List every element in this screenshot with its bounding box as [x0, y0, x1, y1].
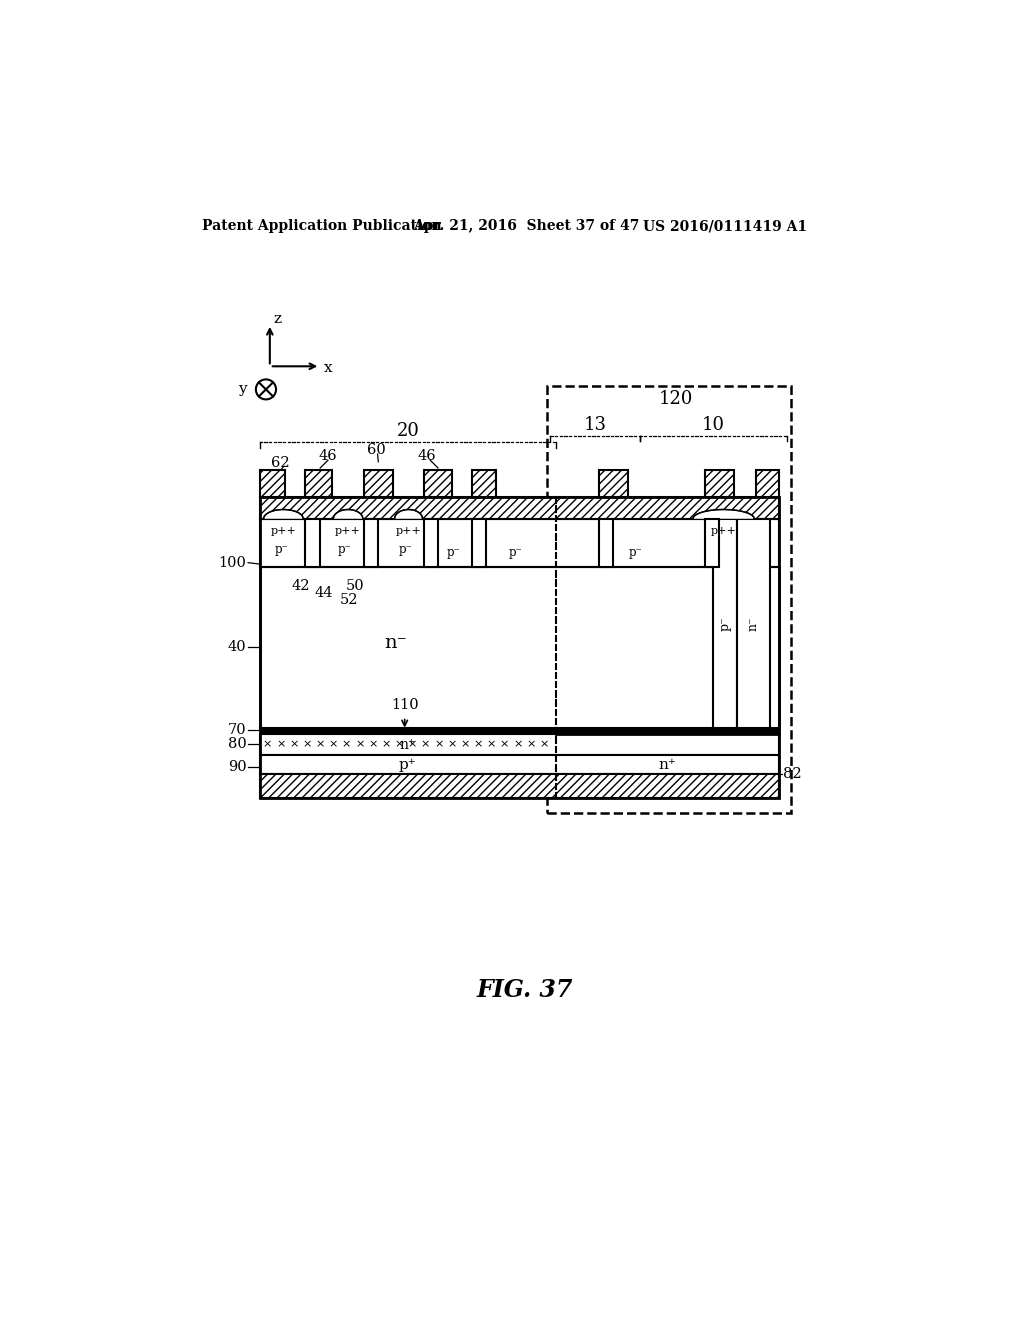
Text: p⁻: p⁻	[446, 546, 461, 560]
Bar	[424, 470, 452, 498]
Bar	[365, 519, 378, 566]
Text: n⁻: n⁻	[384, 635, 407, 652]
Bar	[305, 519, 321, 566]
Bar	[472, 519, 486, 566]
Text: 50: 50	[346, 578, 365, 593]
Polygon shape	[263, 510, 303, 519]
Text: ×: ×	[315, 739, 325, 750]
Polygon shape	[334, 510, 362, 519]
Text: 52: 52	[340, 593, 358, 607]
Text: ×: ×	[394, 739, 403, 750]
Text: ×: ×	[447, 739, 457, 750]
Text: p⁻: p⁻	[398, 543, 413, 556]
Bar	[260, 729, 779, 734]
Text: 62: 62	[271, 457, 290, 470]
Text: 110: 110	[391, 698, 419, 711]
Text: n⁻: n⁻	[746, 616, 760, 631]
Text: Apr. 21, 2016  Sheet 37 of 47: Apr. 21, 2016 Sheet 37 of 47	[414, 219, 640, 234]
Bar	[756, 470, 779, 498]
Text: ×: ×	[381, 739, 391, 750]
Bar	[260, 734, 779, 755]
Text: ×: ×	[486, 739, 497, 750]
Text: 56: 56	[717, 733, 734, 747]
Bar	[260, 775, 779, 797]
Text: n⁺: n⁺	[399, 738, 416, 752]
Text: y: y	[238, 383, 247, 396]
Text: n⁺: n⁺	[658, 758, 676, 772]
Text: US 2016/0111419 A1: US 2016/0111419 A1	[643, 219, 808, 234]
Bar	[260, 498, 779, 797]
Text: 60: 60	[367, 444, 385, 457]
Text: ×: ×	[302, 739, 311, 750]
Text: 42: 42	[292, 578, 310, 593]
Text: 100: 100	[219, 556, 247, 570]
Text: 44: 44	[314, 586, 334, 601]
Bar	[424, 519, 438, 566]
Text: p⁻: p⁻	[274, 543, 289, 556]
Text: Patent Application Publication: Patent Application Publication	[202, 219, 441, 234]
Text: ×: ×	[369, 739, 378, 750]
Bar	[547, 385, 791, 813]
Text: p⁻: p⁻	[629, 546, 643, 560]
Bar	[260, 498, 779, 519]
Text: ×: ×	[500, 739, 509, 750]
Polygon shape	[693, 510, 755, 519]
Text: 20: 20	[396, 422, 419, 440]
Text: ×: ×	[342, 739, 351, 750]
Bar	[706, 470, 734, 498]
Text: ×: ×	[474, 739, 483, 750]
Text: ×: ×	[421, 739, 430, 750]
Text: 40: 40	[228, 640, 247, 655]
Bar	[599, 470, 628, 498]
Text: ×: ×	[276, 739, 286, 750]
Text: p++: p++	[395, 527, 422, 536]
Bar	[472, 470, 496, 498]
Text: ×: ×	[355, 739, 365, 750]
Text: x: x	[324, 360, 333, 375]
Text: ×: ×	[526, 739, 536, 750]
Text: 70: 70	[228, 723, 247, 737]
Polygon shape	[394, 510, 423, 519]
Text: 82: 82	[783, 767, 802, 781]
Bar	[260, 470, 286, 498]
Text: FIG. 37: FIG. 37	[476, 978, 573, 1002]
Text: ×: ×	[289, 739, 299, 750]
Text: p⁺: p⁺	[399, 758, 417, 772]
Bar	[599, 519, 613, 566]
Bar	[260, 566, 779, 729]
Text: ×: ×	[263, 739, 272, 750]
Text: 120: 120	[659, 389, 693, 408]
Text: 90: 90	[228, 760, 247, 774]
Text: 13: 13	[584, 416, 606, 434]
Bar	[305, 470, 332, 498]
Text: z: z	[273, 312, 281, 326]
Text: 80: 80	[227, 737, 247, 751]
Text: ×: ×	[513, 739, 522, 750]
Text: ×: ×	[434, 739, 443, 750]
Bar	[706, 519, 719, 566]
Text: ×: ×	[461, 739, 470, 750]
Bar	[260, 519, 779, 566]
Text: 10: 10	[701, 416, 725, 434]
Text: 46: 46	[417, 449, 435, 463]
Text: p⁻: p⁻	[509, 546, 522, 560]
Text: p⁻: p⁻	[719, 616, 731, 631]
Bar	[365, 470, 393, 498]
Text: ×: ×	[329, 739, 338, 750]
Text: ×: ×	[540, 739, 549, 750]
Text: ×: ×	[408, 739, 417, 750]
Text: p++: p++	[335, 527, 361, 536]
Text: 46: 46	[318, 449, 337, 463]
Text: p⁻: p⁻	[338, 543, 352, 556]
Text: p++: p++	[711, 527, 736, 536]
Bar	[260, 755, 779, 775]
Bar	[737, 519, 770, 729]
Text: p++: p++	[270, 527, 296, 536]
Bar	[713, 519, 737, 729]
Text: 54: 54	[744, 733, 762, 747]
